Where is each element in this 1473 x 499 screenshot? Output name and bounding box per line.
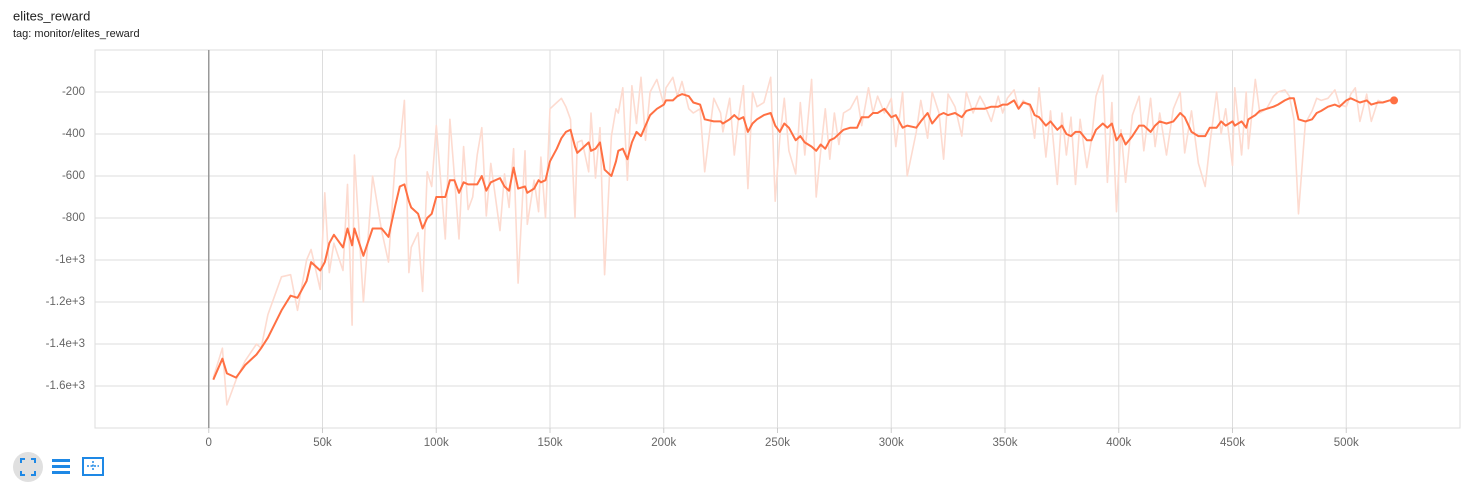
y-tick-label: -1.4e+3 xyxy=(46,338,85,350)
x-tick-label: 0 xyxy=(206,437,212,449)
y-tick-label: -400 xyxy=(62,128,85,140)
x-tick-label: 400k xyxy=(1106,437,1131,449)
x-tick-label: 300k xyxy=(879,437,904,449)
chart-subtitle: tag: monitor/elites_reward xyxy=(13,28,140,40)
x-tick-label: 50k xyxy=(313,437,332,449)
series-line xyxy=(212,74,1394,406)
y-tick-label: -1.6e+3 xyxy=(46,380,85,392)
x-tick-label: 200k xyxy=(651,437,676,449)
expand-button[interactable] xyxy=(82,457,104,476)
chart-title: elites_reward xyxy=(13,8,90,23)
x-tick-label: 450k xyxy=(1220,437,1245,449)
series-line xyxy=(212,93,1394,381)
y-tick-label: -800 xyxy=(62,212,85,224)
x-tick-label: 250k xyxy=(765,437,790,449)
x-tick-label: 100k xyxy=(424,437,449,449)
y-tick-label: -200 xyxy=(62,86,85,98)
x-tick-label: 150k xyxy=(538,437,563,449)
y-tick-label: -600 xyxy=(62,170,85,182)
last-point xyxy=(1390,96,1399,105)
toggle-log-button[interactable] xyxy=(52,459,70,474)
y-tick-label: -1.2e+3 xyxy=(46,296,85,308)
x-tick-label: 350k xyxy=(993,437,1018,449)
y-tick-label: -1e+3 xyxy=(55,254,85,266)
fit-domain-button[interactable] xyxy=(13,452,43,482)
x-tick-label: 500k xyxy=(1334,437,1359,449)
